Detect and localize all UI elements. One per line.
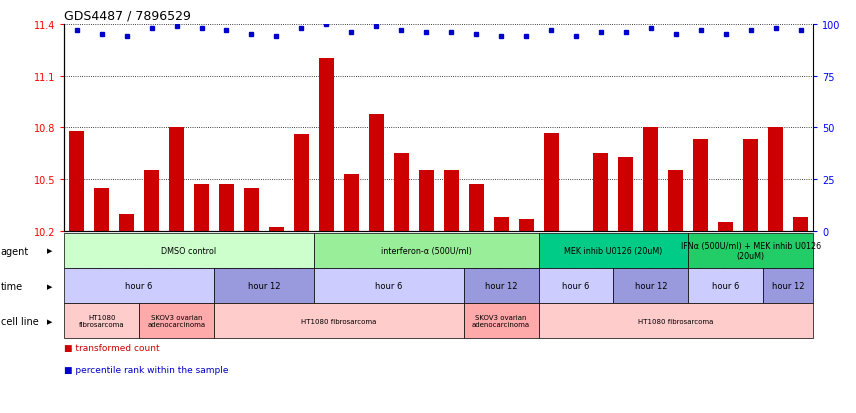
Text: HT1080 fibrosarcoma: HT1080 fibrosarcoma	[301, 318, 377, 324]
Bar	[544, 133, 558, 231]
Bar	[768, 128, 783, 231]
Text: MEK inhib U0126 (20uM): MEK inhib U0126 (20uM)	[564, 247, 663, 255]
Bar	[519, 219, 533, 231]
Text: cell line: cell line	[1, 316, 39, 326]
Bar	[144, 171, 159, 231]
Bar	[244, 188, 259, 231]
Bar	[468, 185, 484, 231]
Bar	[369, 114, 383, 231]
Text: hour 12: hour 12	[247, 282, 280, 290]
Bar	[344, 174, 359, 231]
Bar	[794, 218, 808, 231]
Bar	[69, 131, 84, 231]
Text: agent: agent	[1, 246, 29, 256]
Bar	[219, 185, 234, 231]
Text: HT1080
fibrosarcoma: HT1080 fibrosarcoma	[79, 315, 124, 328]
Bar	[318, 59, 334, 231]
Bar	[743, 140, 758, 231]
Bar	[194, 185, 209, 231]
Text: hour 6: hour 6	[562, 282, 590, 290]
Bar	[718, 223, 734, 231]
Text: ■ percentile rank within the sample: ■ percentile rank within the sample	[64, 366, 229, 375]
Text: interferon-α (500U/ml): interferon-α (500U/ml)	[381, 247, 472, 255]
Bar	[618, 157, 633, 231]
Bar	[394, 154, 408, 231]
Bar	[443, 171, 459, 231]
Text: SKOV3 ovarian
adenocarcinoma: SKOV3 ovarian adenocarcinoma	[147, 315, 205, 328]
Text: IFNα (500U/ml) + MEK inhib U0126
(20uM): IFNα (500U/ml) + MEK inhib U0126 (20uM)	[681, 241, 821, 261]
Text: GDS4487 / 7896529: GDS4487 / 7896529	[64, 9, 191, 22]
Text: hour 6: hour 6	[375, 282, 402, 290]
Text: SKOV3 ovarian
adenocarcinoma: SKOV3 ovarian adenocarcinoma	[472, 315, 530, 328]
Bar	[593, 154, 609, 231]
Bar	[294, 135, 309, 231]
Text: hour 12: hour 12	[634, 282, 667, 290]
Text: hour 6: hour 6	[712, 282, 740, 290]
Bar	[693, 140, 708, 231]
Text: HT1080 fibrosarcoma: HT1080 fibrosarcoma	[639, 318, 714, 324]
Bar	[119, 214, 134, 231]
Bar	[169, 128, 184, 231]
Text: ■ transformed count: ■ transformed count	[64, 343, 160, 352]
Text: ▶: ▶	[47, 283, 52, 289]
Text: time: time	[1, 281, 23, 291]
Bar	[269, 228, 284, 231]
Bar	[494, 218, 508, 231]
Bar	[94, 188, 109, 231]
Text: ▶: ▶	[47, 248, 52, 254]
Text: hour 12: hour 12	[484, 282, 517, 290]
Bar	[419, 171, 434, 231]
Text: ▶: ▶	[47, 318, 52, 324]
Bar	[644, 128, 658, 231]
Text: DMSO control: DMSO control	[162, 247, 217, 255]
Bar	[669, 171, 683, 231]
Text: hour 12: hour 12	[772, 282, 805, 290]
Text: hour 6: hour 6	[126, 282, 152, 290]
